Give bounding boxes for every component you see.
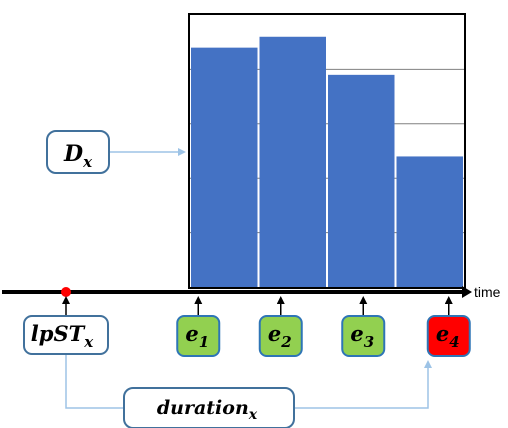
event-label: e2 <box>268 321 292 351</box>
event-box-shape <box>426 315 471 357</box>
event-boxes: e1 e2 e3 e4 <box>176 296 471 357</box>
histogram-bar <box>396 156 463 287</box>
histogram-bars <box>191 36 463 288</box>
duration-connector-right <box>293 360 432 409</box>
event-box-e1: e1 <box>176 296 221 357</box>
histogram-bar <box>328 74 395 287</box>
event-box-e2: e2 <box>258 296 303 357</box>
event-box-shape <box>341 315 386 357</box>
event-box-shape <box>176 315 221 357</box>
lpst-box <box>23 315 109 355</box>
histogram-bar <box>191 47 258 287</box>
timeline-arrowhead <box>462 286 472 298</box>
lpst-label: lpSTx <box>31 321 94 351</box>
event-box-e3: e3 <box>341 296 386 357</box>
event-label: e3 <box>350 321 374 351</box>
event-label: e4 <box>436 321 460 351</box>
duration-label: durationx <box>157 397 258 423</box>
duration-box <box>123 387 295 428</box>
d-box <box>46 130 110 174</box>
histogram-bar <box>259 36 326 288</box>
duration-connector-left <box>65 355 124 409</box>
event-box-e4: e4 <box>426 296 471 357</box>
lpst-marker <box>61 287 71 297</box>
event-box-shape <box>258 315 303 357</box>
d-label: Dx <box>63 141 93 171</box>
event-label: e1 <box>185 321 209 351</box>
timeline-label: time <box>474 284 501 300</box>
